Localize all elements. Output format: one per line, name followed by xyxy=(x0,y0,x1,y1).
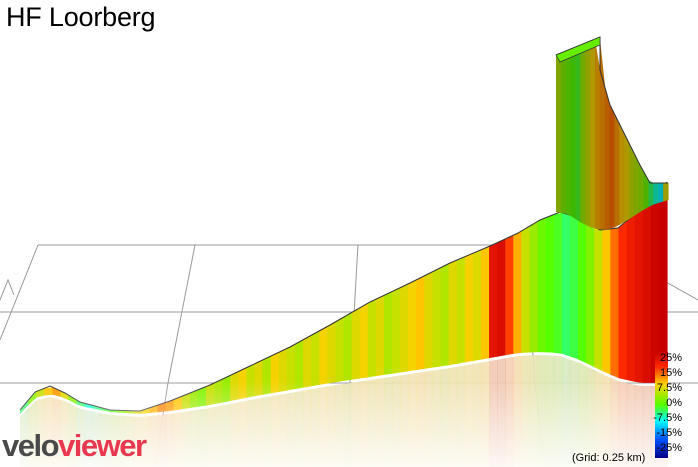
logo-part-viewer: viewer xyxy=(58,428,147,463)
profile-segment xyxy=(367,298,377,378)
wall-segment xyxy=(556,52,562,213)
profile-segment xyxy=(464,253,474,363)
shadow-fade xyxy=(0,380,698,467)
profile-segment xyxy=(335,316,345,383)
page-title: HF Loorberg xyxy=(6,2,156,32)
profile-segment xyxy=(594,226,603,372)
profile-segment xyxy=(521,225,531,353)
wall-segment xyxy=(599,37,606,230)
profile-segment xyxy=(319,326,328,385)
wall-segment xyxy=(658,183,664,204)
profile-segment xyxy=(505,234,514,356)
wall-segment xyxy=(604,86,611,230)
wall-segment xyxy=(594,39,601,230)
profile-segment xyxy=(626,213,636,382)
wall-segment xyxy=(609,103,616,229)
legend-tick-label: -7.5% xyxy=(653,412,682,424)
profile-segment xyxy=(489,242,498,359)
profile-segment xyxy=(650,193,660,383)
profile-segment xyxy=(303,335,312,388)
profile-segment xyxy=(497,238,506,357)
wall-segment xyxy=(633,152,640,217)
profile-segment xyxy=(529,221,539,353)
wall-segment xyxy=(560,50,567,214)
wall-segment xyxy=(580,42,586,225)
profile-segment xyxy=(448,259,458,366)
legend-tick-label: 0% xyxy=(666,397,682,409)
legend-tick-label: 25% xyxy=(659,352,682,364)
wall-segment xyxy=(585,40,591,228)
profile-segment xyxy=(327,321,337,384)
profile-segment xyxy=(286,343,296,391)
profile-segment xyxy=(440,263,450,367)
profile-segment xyxy=(578,217,587,364)
profile-segment xyxy=(472,249,482,361)
profile-segment xyxy=(480,246,490,360)
profile-segment xyxy=(561,212,571,357)
wall-segment xyxy=(643,171,650,210)
wall-segment xyxy=(629,143,635,220)
profile-segment xyxy=(513,230,523,354)
profile-segment xyxy=(602,228,611,375)
profile-segment xyxy=(416,275,425,371)
legend-tick-label: -25% xyxy=(656,442,682,454)
wall-top-face xyxy=(555,36,601,63)
profile-segment xyxy=(408,279,417,372)
wall-segment xyxy=(663,183,669,202)
profile-segment xyxy=(432,267,442,368)
wall-segment xyxy=(614,113,620,228)
profile-segment xyxy=(311,330,320,387)
profile-segment xyxy=(424,271,434,369)
profile-segment xyxy=(392,287,401,374)
profile-segment xyxy=(658,182,668,383)
profile-segment xyxy=(400,283,409,373)
wall-segment xyxy=(590,38,596,229)
wall-segment xyxy=(624,133,630,223)
logo-part-velo: velo xyxy=(2,428,60,463)
grid-scale-note: (Grid: 0.25 km) xyxy=(572,452,646,464)
legend-tick-label: 7.5% xyxy=(656,382,682,394)
profile-segment xyxy=(642,201,652,383)
wall-segment xyxy=(565,48,572,217)
profile-segment xyxy=(359,302,369,379)
profile-segment xyxy=(618,220,628,381)
profile-segment xyxy=(569,214,579,360)
wall-segment xyxy=(648,180,654,208)
profile-segment xyxy=(634,207,644,383)
grid-line xyxy=(0,244,39,341)
grid-line xyxy=(167,244,196,384)
legend-tick-label: 15% xyxy=(659,367,682,379)
profile-segment xyxy=(456,256,466,364)
profile-segment xyxy=(553,212,563,354)
profile-segment xyxy=(545,214,555,353)
profile-segment xyxy=(610,227,620,379)
gradient-wall-band xyxy=(555,36,669,230)
profile-segment xyxy=(294,339,304,390)
wall-segment xyxy=(575,44,581,223)
grid-fragment xyxy=(0,278,15,301)
wall-segment xyxy=(570,46,577,220)
wall-segment xyxy=(619,123,625,226)
profile-segment xyxy=(351,307,361,380)
profile-segment xyxy=(586,221,595,368)
wall-segment xyxy=(638,162,645,213)
profile-segment xyxy=(537,217,547,353)
profile-segment xyxy=(343,312,353,381)
profile-segment xyxy=(375,295,385,377)
wall-segment xyxy=(653,183,659,205)
gradient-legend-bar xyxy=(655,352,668,458)
veloviewer-logo: veloviewer xyxy=(2,428,147,464)
legend-tick-label: -15% xyxy=(656,427,682,439)
profile-segment xyxy=(383,291,393,375)
